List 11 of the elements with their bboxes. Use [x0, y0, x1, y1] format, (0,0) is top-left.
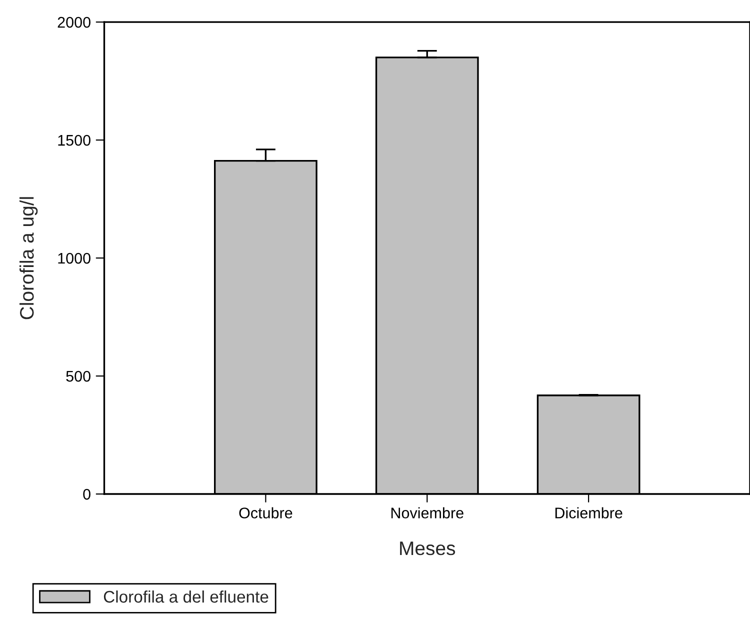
x-tick-label: Diciembre — [555, 507, 622, 518]
y-tick-label: 1500 — [58, 134, 90, 146]
x-axis-title: Meses — [400, 542, 456, 556]
y-tick-label: 0 — [83, 488, 90, 500]
legend-label: Clorofila a del efluente — [104, 590, 268, 603]
y-tick-label: 500 — [66, 370, 90, 382]
y-tick-label: 2000 — [58, 16, 90, 28]
y-axis-title: Clorofila a ug/l — [20, 197, 38, 320]
y-tick-label: 1000 — [58, 252, 90, 264]
x-tick-label: Octubre — [239, 507, 292, 518]
x-tick-label: Noviembre — [391, 507, 464, 518]
